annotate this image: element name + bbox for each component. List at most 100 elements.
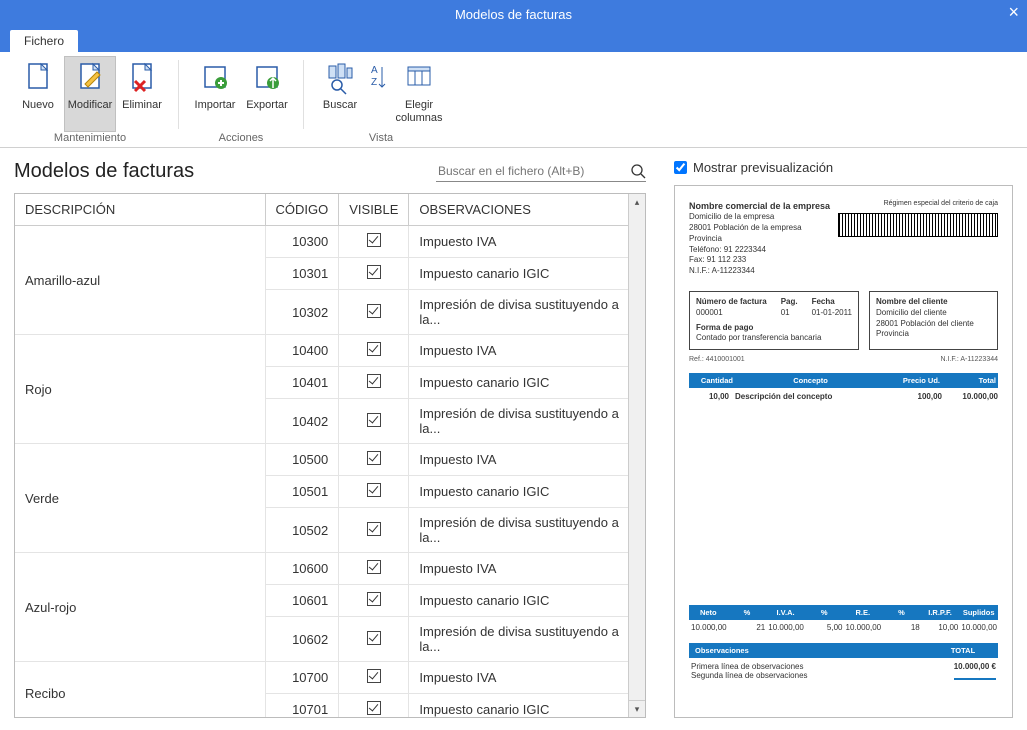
cell-observaciones: Impuesto IVA [409, 444, 645, 476]
cell-visible[interactable] [339, 290, 409, 335]
cell-codigo: 10502 [265, 508, 339, 553]
cell-descripcion: Recibo [15, 662, 265, 719]
ribbon-group-label: Acciones [219, 132, 264, 147]
preview-ref-right: N.I.F.: A-11223344 [941, 356, 998, 363]
table-row[interactable]: Amarillo-azul10300Impuesto IVA [15, 226, 645, 258]
cell-visible[interactable] [339, 399, 409, 444]
ribbon-group-vista: BuscarAZElegir columnasVista [308, 56, 454, 147]
exportar-button[interactable]: Exportar [241, 56, 293, 132]
cell-visible[interactable] [339, 367, 409, 399]
cell-observaciones: Impuesto canario IGIC [409, 694, 645, 719]
cell-observaciones: Impuesto IVA [409, 226, 645, 258]
cell-codigo: 10600 [265, 553, 339, 585]
cell-codigo: 10402 [265, 399, 339, 444]
cell-observaciones: Impuesto canario IGIC [409, 476, 645, 508]
ribbon-group-acciones: ImportarExportarAcciones [183, 56, 299, 147]
cell-observaciones: Impuesto canario IGIC [409, 367, 645, 399]
tab-fichero[interactable]: Fichero [10, 30, 78, 52]
cell-observaciones: Impuesto canario IGIC [409, 258, 645, 290]
cell-codigo: 10300 [265, 226, 339, 258]
right-pane: Mostrar previsualización Nombre comercia… [660, 148, 1027, 730]
search-input[interactable] [436, 161, 626, 181]
buscar-button[interactable]: Buscar [314, 56, 366, 132]
models-table: DESCRIPCIÓN CÓDIGO VISIBLE OBSERVACIONES… [15, 194, 645, 718]
modificar-button[interactable]: Modificar [64, 56, 116, 132]
scroll-up-icon[interactable]: ▴ [629, 194, 645, 211]
ribbon-tabstrip: Fichero [0, 28, 1027, 52]
titlebar: Modelos de facturas × [0, 0, 1027, 28]
cell-visible[interactable] [339, 553, 409, 585]
window-title: Modelos de facturas [455, 7, 572, 22]
preview-totals-header: Neto%I.V.A.%R.E.%I.R.P.F.Suplidos [689, 605, 998, 620]
cell-codigo: 10400 [265, 335, 339, 367]
cell-codigo: 10701 [265, 694, 339, 719]
models-table-wrap: DESCRIPCIÓN CÓDIGO VISIBLE OBSERVACIONES… [14, 193, 646, 718]
col-observaciones[interactable]: OBSERVACIONES [409, 194, 645, 226]
cell-visible[interactable] [339, 662, 409, 694]
cell-visible[interactable] [339, 508, 409, 553]
preview-grand-total: 10.000,00 € [954, 662, 996, 680]
preview-lines: 10,00Descripción del concepto100,0010.00… [689, 388, 998, 405]
preview-obs-text: Primera línea de observaciones Segunda l… [691, 662, 808, 680]
cell-visible[interactable] [339, 585, 409, 617]
table-row[interactable]: Verde10500Impuesto IVA [15, 444, 645, 476]
cell-codigo: 10302 [265, 290, 339, 335]
scroll-down-icon[interactable]: ▾ [629, 700, 645, 717]
col-descripcion[interactable]: DESCRIPCIÓN [15, 194, 265, 226]
preview-obs-header: Observaciones TOTAL [689, 643, 998, 658]
cell-visible[interactable] [339, 258, 409, 290]
cell-observaciones: Impuesto IVA [409, 662, 645, 694]
col-visible[interactable]: VISIBLE [339, 194, 409, 226]
cell-observaciones: Impresión de divisa sustituyendo a la... [409, 508, 645, 553]
cell-visible[interactable] [339, 694, 409, 719]
ordenar-button[interactable]: AZ [366, 56, 390, 132]
cell-descripcion: Verde [15, 444, 265, 553]
cell-codigo: 10700 [265, 662, 339, 694]
cell-codigo: 10500 [265, 444, 339, 476]
cell-codigo: 10301 [265, 258, 339, 290]
cell-observaciones: Impresión de divisa sustituyendo a la... [409, 617, 645, 662]
cell-visible[interactable] [339, 335, 409, 367]
eliminar-button[interactable]: Eliminar [116, 56, 168, 132]
search-icon [630, 163, 646, 179]
cell-observaciones: Impuesto canario IGIC [409, 585, 645, 617]
table-row[interactable]: Recibo10700Impuesto IVA [15, 662, 645, 694]
page-title: Modelos de facturas [14, 160, 194, 183]
cell-codigo: 10501 [265, 476, 339, 508]
show-preview-checkbox[interactable] [674, 161, 687, 174]
nuevo-button[interactable]: Nuevo [12, 56, 64, 132]
cell-codigo: 10602 [265, 617, 339, 662]
preview-regime: Régimen especial del criterio de caja [838, 200, 998, 207]
cell-descripcion: Rojo [15, 335, 265, 444]
cell-descripcion: Amarillo-azul [15, 226, 265, 335]
table-row[interactable]: Azul-rojo10600Impuesto IVA [15, 553, 645, 585]
search-box[interactable] [436, 161, 646, 182]
svg-text:Z: Z [371, 77, 377, 88]
preview-client-box: Nombre del cliente Domicilio del cliente… [869, 291, 998, 350]
cell-visible[interactable] [339, 444, 409, 476]
preview-line-header: Cantidad Concepto Precio Ud. Total [689, 373, 998, 388]
scrollbar[interactable]: ▴ ▾ [628, 194, 645, 717]
close-icon[interactable]: × [1008, 2, 1019, 23]
invoice-preview: Nombre comercial de la empresa Domicilio… [674, 185, 1013, 718]
cell-visible[interactable] [339, 226, 409, 258]
show-preview-label: Mostrar previsualización [693, 160, 833, 175]
cell-visible[interactable] [339, 617, 409, 662]
col-codigo[interactable]: CÓDIGO [265, 194, 339, 226]
left-pane: Modelos de facturas DESCRIPCIÓN CÓDIGO V… [0, 148, 660, 730]
preview-line: 10,00Descripción del concepto100,0010.00… [689, 388, 998, 405]
cell-visible[interactable] [339, 476, 409, 508]
cell-observaciones: Impuesto IVA [409, 335, 645, 367]
svg-text:A: A [371, 65, 378, 76]
ribbon-group-mantenimiento: NuevoModificarEliminarMantenimiento [6, 56, 174, 147]
cell-codigo: 10401 [265, 367, 339, 399]
importar-button[interactable]: Importar [189, 56, 241, 132]
ribbon-group-label: Mantenimiento [54, 132, 126, 147]
table-row[interactable]: Rojo10400Impuesto IVA [15, 335, 645, 367]
preview-invoice-box: Número de factura 000001 Pag. 01 Fecha 0… [689, 291, 859, 350]
barcode-icon [838, 213, 998, 237]
columnas-button[interactable]: Elegir columnas [390, 56, 448, 132]
show-preview-toggle[interactable]: Mostrar previsualización [674, 160, 1013, 175]
preview-ref-left: Ref.: 4410001001 [689, 356, 745, 363]
ribbon-group-label: Vista [369, 132, 393, 147]
